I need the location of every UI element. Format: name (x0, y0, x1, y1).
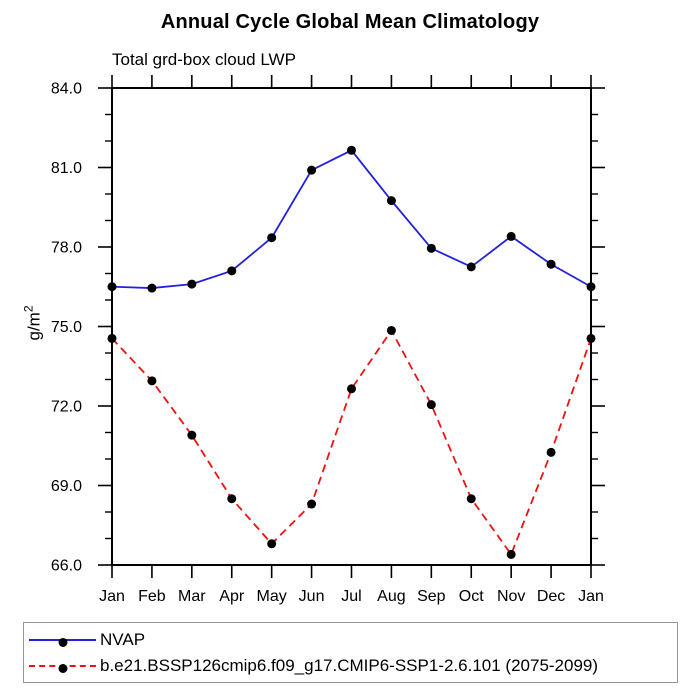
data-point-marker (586, 333, 596, 343)
data-point-marker (386, 325, 396, 335)
y-axis: 84.0 81.0 78.0 75.0 72.0 69.0 66.0 (51, 81, 605, 575)
legend-item-nvap: NVAP (29, 627, 677, 653)
data-point-marker (506, 549, 516, 559)
y-tick-label: 72.0 (51, 399, 82, 416)
x-tick-label: Sep (417, 588, 446, 605)
data-point-marker (267, 233, 277, 243)
series-1 (107, 325, 596, 559)
series-0 (107, 145, 596, 293)
x-tick-label: May (257, 588, 287, 605)
legend-line-sample-blue-solid (29, 637, 96, 647)
x-tick-label: Jun (299, 588, 325, 605)
y-tick-label: 84.0 (51, 81, 82, 98)
x-tick-label: Nov (497, 588, 525, 605)
y-tick-label: 69.0 (51, 478, 82, 495)
data-point-marker (227, 266, 237, 276)
data-point-marker (347, 384, 356, 394)
legend-box: NVAP b.e21.BSSP126cmip6.f09_g17.CMIP6-SS… (23, 622, 678, 683)
data-point-marker (267, 539, 277, 549)
legend-label-model-run: b.e21.BSSP126cmip6.f09_g17.CMIP6-SSP1-2.… (100, 656, 599, 675)
series-line (111, 328, 592, 557)
data-point-marker (426, 400, 436, 410)
x-tick-label: Dec (537, 588, 565, 605)
data-point-marker (227, 494, 237, 504)
x-axis: Jan Feb Mar Apr May Jun Jul Aug Sep Oct Nov Dec Jan (99, 75, 604, 605)
data-point-marker (546, 259, 556, 269)
chart-title: Annual Cycle Global Mean Climatology (160, 11, 540, 33)
data-point-marker (506, 231, 516, 241)
data-point-marker (107, 282, 117, 292)
y-tick-label: 75.0 (51, 319, 82, 336)
data-point-marker (386, 196, 396, 206)
data-point-marker (187, 279, 197, 289)
legend-marker-dot-icon (58, 663, 67, 673)
x-tick-label: Jul (341, 588, 361, 605)
x-tick-label: Aug (377, 588, 405, 605)
chart-subtitle: Total grd-box cloud LWP (112, 50, 296, 69)
data-point-marker (586, 282, 596, 292)
x-tick-label: Mar (178, 588, 206, 605)
x-tick-label: Oct (459, 588, 484, 605)
data-point-marker (307, 499, 317, 509)
data-point-marker (466, 494, 476, 504)
data-point-marker (187, 430, 197, 440)
x-tick-label: Jan (99, 588, 125, 605)
x-tick-label: Feb (138, 588, 166, 605)
plot-frame (111, 87, 592, 566)
data-point-marker (347, 145, 356, 155)
y-tick-label: 81.0 (51, 160, 82, 177)
legend-item-model-run: b.e21.BSSP126cmip6.f09_g17.CMIP6-SSP1-2.… (29, 653, 677, 679)
data-point-marker (107, 333, 117, 343)
series-line (111, 149, 592, 289)
data-point-marker (147, 376, 157, 386)
legend-line-sample-red-dashed (29, 663, 96, 673)
legend-label-nvap: NVAP (100, 630, 146, 649)
y-tick-label: 66.0 (51, 558, 82, 575)
data-point-marker (466, 262, 476, 272)
data-point-marker (147, 283, 157, 293)
data-point-marker (307, 165, 317, 175)
y-tick-label: 78.0 (51, 240, 82, 257)
legend-marker-dot-icon (58, 637, 67, 647)
x-tick-label: Apr (219, 588, 245, 605)
data-point-marker (426, 243, 436, 253)
x-tick-label: Jan (578, 588, 604, 605)
data-point-marker (546, 447, 556, 457)
